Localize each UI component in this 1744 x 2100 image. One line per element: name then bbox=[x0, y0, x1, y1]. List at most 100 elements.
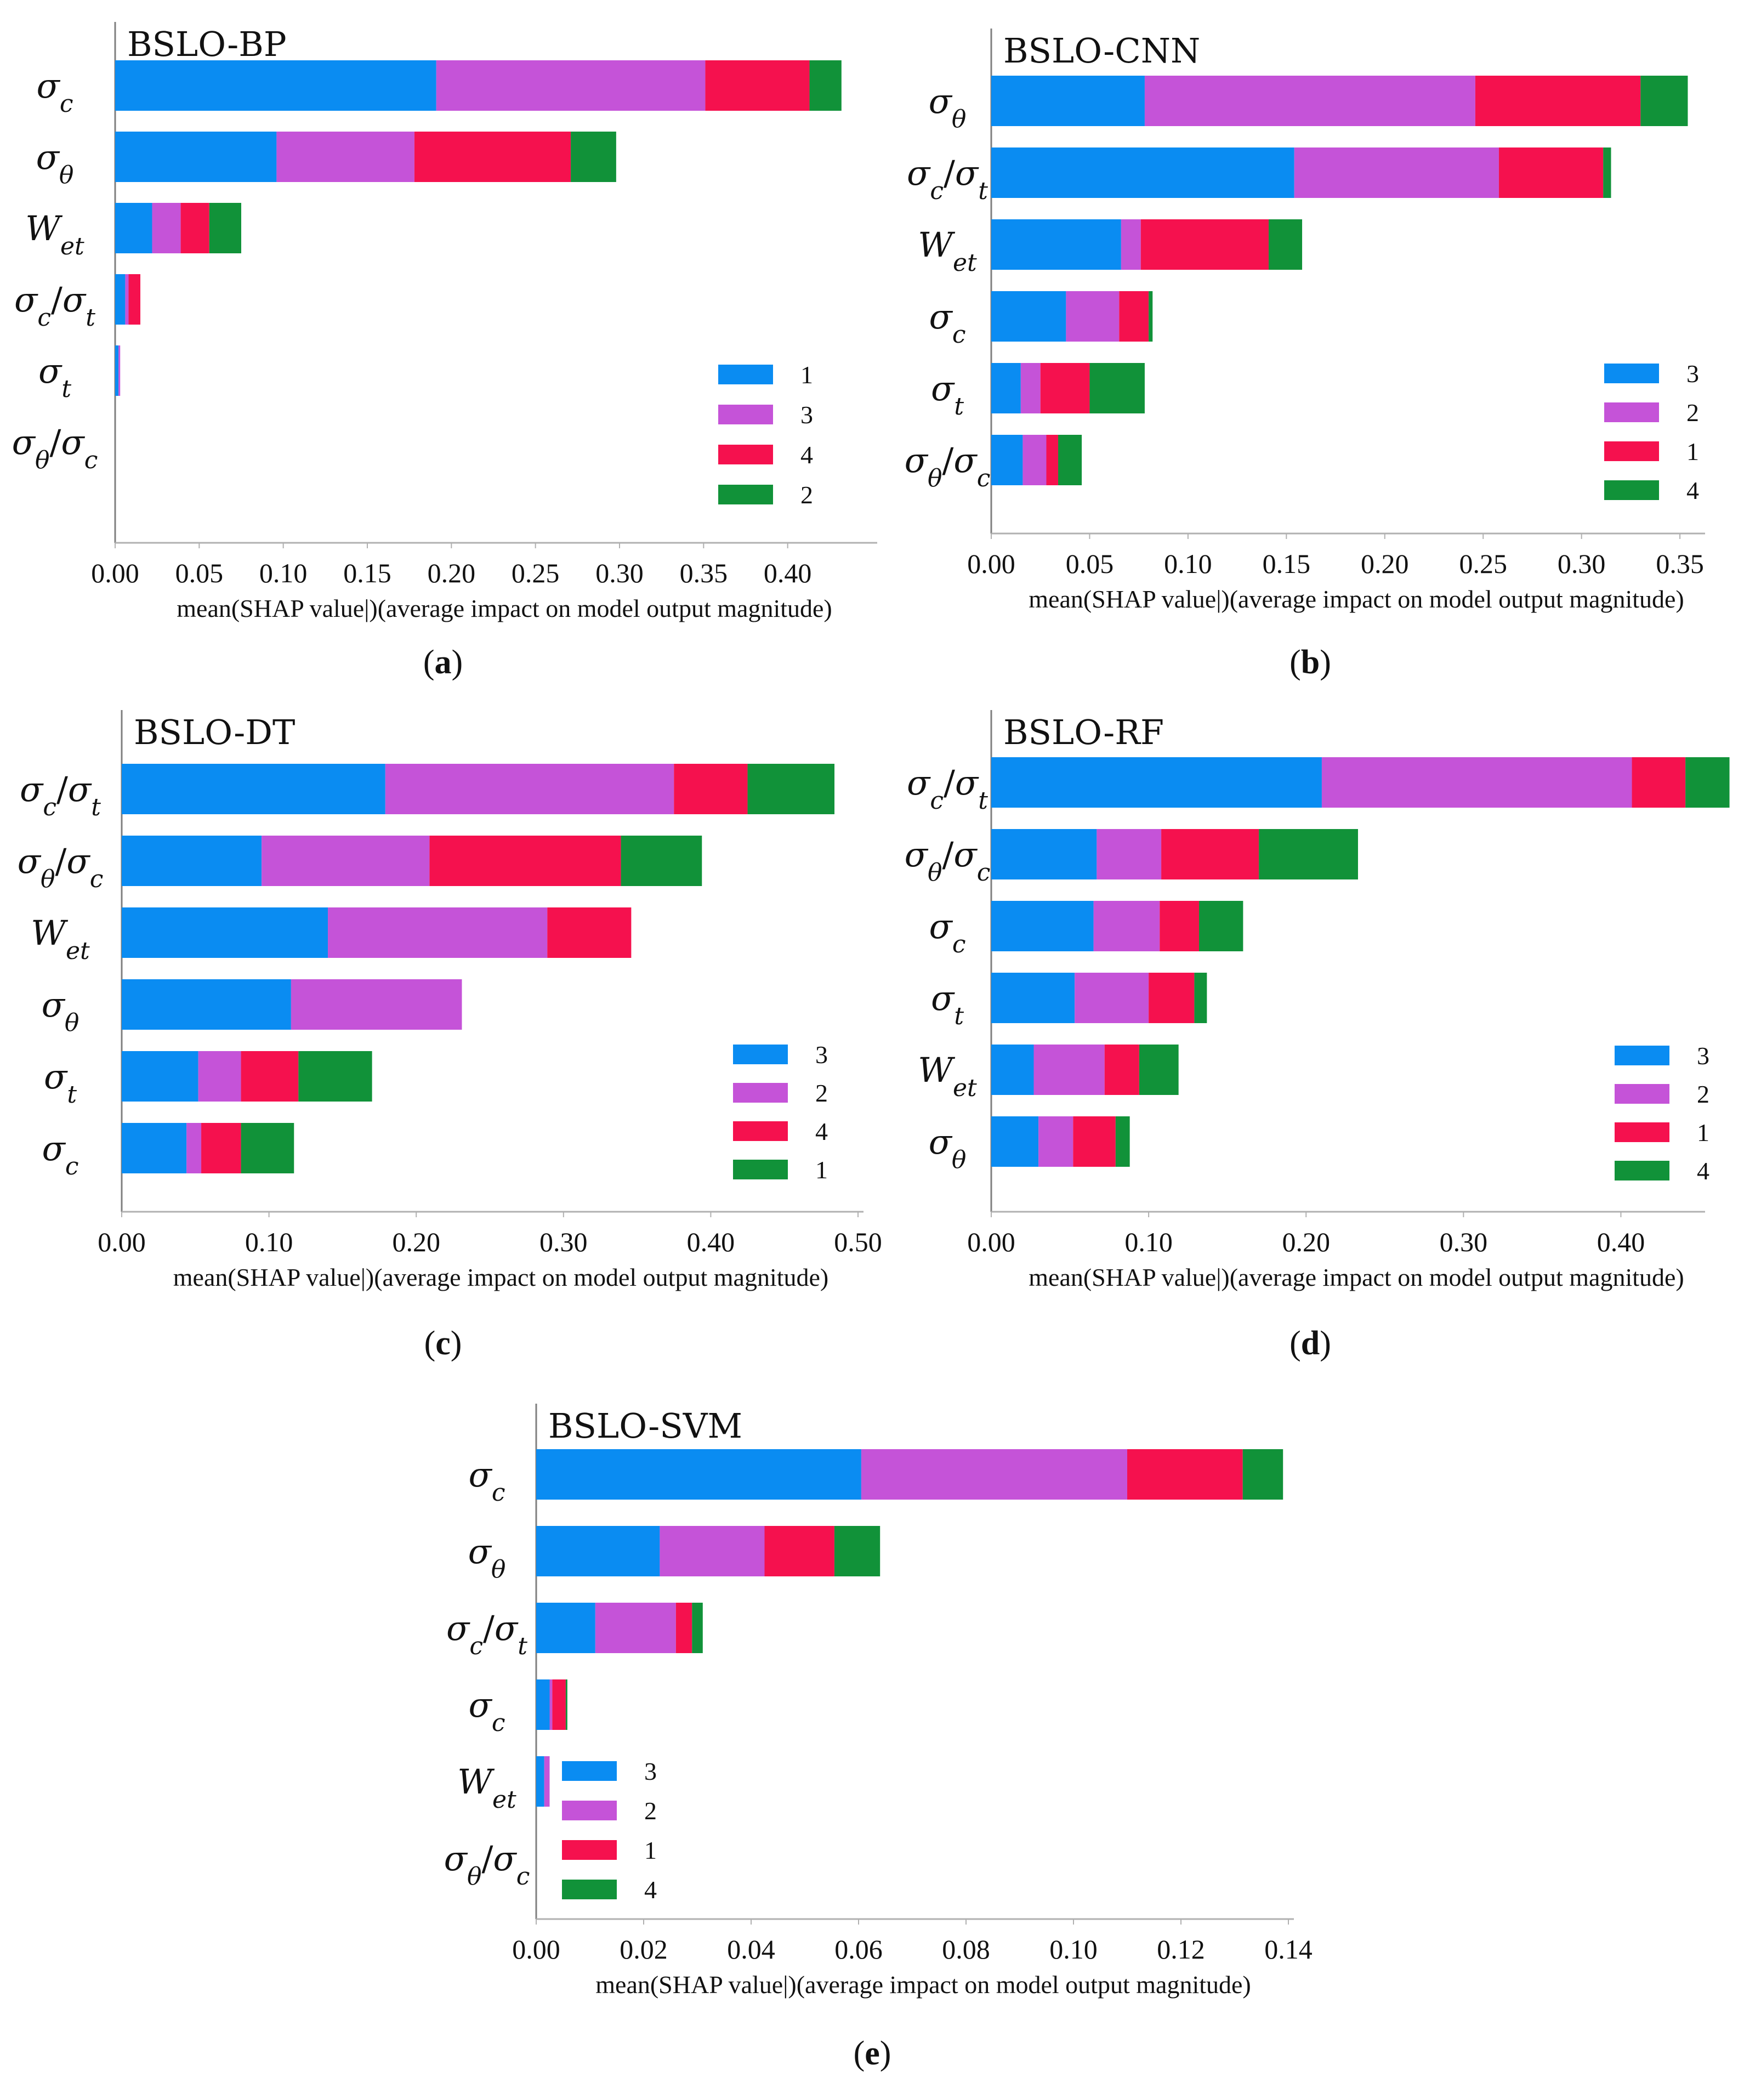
x-tick-label: 0.30 bbox=[595, 558, 644, 588]
x-tick-label: 0.12 bbox=[1157, 1934, 1205, 1965]
x-tick-label: 0.05 bbox=[1066, 548, 1114, 579]
feature-label: σc bbox=[42, 1128, 79, 1180]
feature-label: Wet bbox=[25, 208, 84, 260]
feature-label: σc/σt bbox=[20, 769, 101, 821]
bar-segment bbox=[1097, 829, 1162, 879]
legend-swatch bbox=[562, 1801, 617, 1820]
bar-segment bbox=[1089, 363, 1145, 413]
legend-swatch bbox=[1604, 364, 1659, 383]
bar-segment bbox=[1058, 435, 1082, 485]
chart-panel-b: BSLO-CNN 0.00 0.05 0.10 0.15 0.20 0.25 0.30 0.35… bbox=[905, 29, 1705, 681]
bar-segment bbox=[1038, 1116, 1073, 1167]
legend-label: 3 bbox=[815, 1041, 828, 1069]
legend-swatch bbox=[718, 485, 773, 504]
feature-label: σt bbox=[44, 1057, 77, 1109]
feature-label: σc/σt bbox=[446, 1608, 527, 1660]
bar-segment bbox=[536, 1679, 550, 1730]
legend-label: 1 bbox=[800, 361, 813, 389]
bar-segment bbox=[1685, 757, 1730, 808]
bar-segment bbox=[429, 836, 621, 886]
x-tick-label: 0.14 bbox=[1264, 1934, 1313, 1965]
x-tick-label: 0.10 bbox=[259, 558, 308, 588]
feature-label: σθ/σc bbox=[12, 422, 98, 474]
bar-segment bbox=[547, 907, 632, 958]
legend-label: 1 bbox=[1686, 438, 1699, 466]
legend-swatch bbox=[1615, 1084, 1669, 1104]
x-tick-label: 0.30 bbox=[1558, 548, 1606, 579]
bar-segment bbox=[1033, 1045, 1105, 1095]
feature-label: σθ bbox=[468, 1531, 506, 1583]
bar-segment bbox=[180, 203, 209, 253]
bar-segment bbox=[861, 1449, 1127, 1500]
x-tick-label: 0.35 bbox=[680, 558, 728, 588]
legend-swatch bbox=[1615, 1161, 1669, 1180]
legend-swatch bbox=[562, 1840, 617, 1860]
bar-segment bbox=[705, 60, 810, 111]
bar-segment bbox=[241, 1123, 294, 1173]
bar-segment bbox=[536, 1756, 544, 1807]
legend-swatch bbox=[562, 1761, 617, 1781]
x-tick-label: 0.15 bbox=[343, 558, 391, 588]
chart-title: BSLO-BP bbox=[127, 24, 287, 64]
legend-swatch bbox=[1604, 480, 1659, 500]
x-tick-label: 0.10 bbox=[1164, 548, 1212, 579]
x-tick-label: 0.20 bbox=[428, 558, 476, 588]
bar-segment bbox=[565, 1679, 567, 1730]
bar-segment bbox=[1040, 363, 1090, 413]
legend-swatch bbox=[733, 1083, 788, 1103]
legend-label: 2 bbox=[1697, 1080, 1709, 1108]
bar-segment bbox=[291, 979, 462, 1030]
bar-segment bbox=[991, 147, 1294, 198]
feature-label: σθ/σc bbox=[444, 1838, 530, 1891]
bar-segment bbox=[1140, 219, 1269, 270]
bar-segment bbox=[991, 901, 1094, 951]
bar-segment bbox=[241, 1051, 299, 1102]
bar-segment bbox=[1198, 901, 1243, 951]
legend-swatch bbox=[718, 445, 773, 464]
x-tick-label: 0.25 bbox=[512, 558, 560, 588]
feature-label: σθ/σc bbox=[18, 841, 104, 893]
legend-swatch bbox=[1615, 1046, 1669, 1065]
bar-segment bbox=[385, 764, 674, 814]
bar-segment bbox=[125, 274, 129, 325]
x-tick-label: 0.00 bbox=[967, 1227, 1015, 1257]
legend-label: 2 bbox=[800, 481, 813, 509]
bar-segment bbox=[198, 1051, 241, 1102]
bar-segment bbox=[118, 345, 121, 396]
bar-segment bbox=[436, 60, 706, 111]
x-axis-label: mean(SHAP value|)(average impact on mode… bbox=[595, 1971, 1251, 1999]
bar-segment bbox=[1259, 829, 1358, 879]
bar-segment bbox=[262, 836, 430, 886]
x-tick-label: 0.50 bbox=[834, 1227, 882, 1257]
x-tick-label: 0.10 bbox=[245, 1227, 293, 1257]
x-tick-label: 0.00 bbox=[967, 548, 1015, 579]
legend-swatch bbox=[1604, 441, 1659, 461]
panel-caption: (e) bbox=[854, 2035, 891, 2072]
panel-caption: (a) bbox=[423, 644, 463, 681]
legend-label: 1 bbox=[644, 1836, 657, 1864]
bar-segment bbox=[1161, 829, 1259, 879]
bar-segment bbox=[298, 1051, 372, 1102]
bar-segment bbox=[1020, 363, 1041, 413]
feature-label: σθ bbox=[929, 1122, 967, 1174]
panel-caption: (b) bbox=[1289, 644, 1331, 681]
panel-caption: (c) bbox=[424, 1325, 462, 1362]
bar-segment bbox=[201, 1123, 241, 1173]
legend-label: 1 bbox=[1697, 1119, 1709, 1147]
chart-title: BSLO-RF bbox=[1003, 712, 1164, 752]
bar-segment bbox=[122, 836, 262, 886]
feature-label: σt bbox=[38, 351, 71, 403]
legend-swatch bbox=[562, 1880, 617, 1899]
bar-segment bbox=[115, 274, 126, 325]
legend-label: 4 bbox=[1697, 1157, 1709, 1185]
x-tick-label: 0.00 bbox=[512, 1934, 560, 1965]
bar-segment bbox=[571, 132, 616, 182]
bar-segment bbox=[809, 60, 842, 111]
bar-segment bbox=[1149, 973, 1195, 1023]
bar-segment bbox=[414, 132, 571, 182]
bar-segment bbox=[1603, 147, 1611, 198]
x-tick-label: 0.25 bbox=[1459, 548, 1507, 579]
legend-label: 3 bbox=[1697, 1042, 1709, 1070]
bar-segment bbox=[1640, 76, 1688, 126]
